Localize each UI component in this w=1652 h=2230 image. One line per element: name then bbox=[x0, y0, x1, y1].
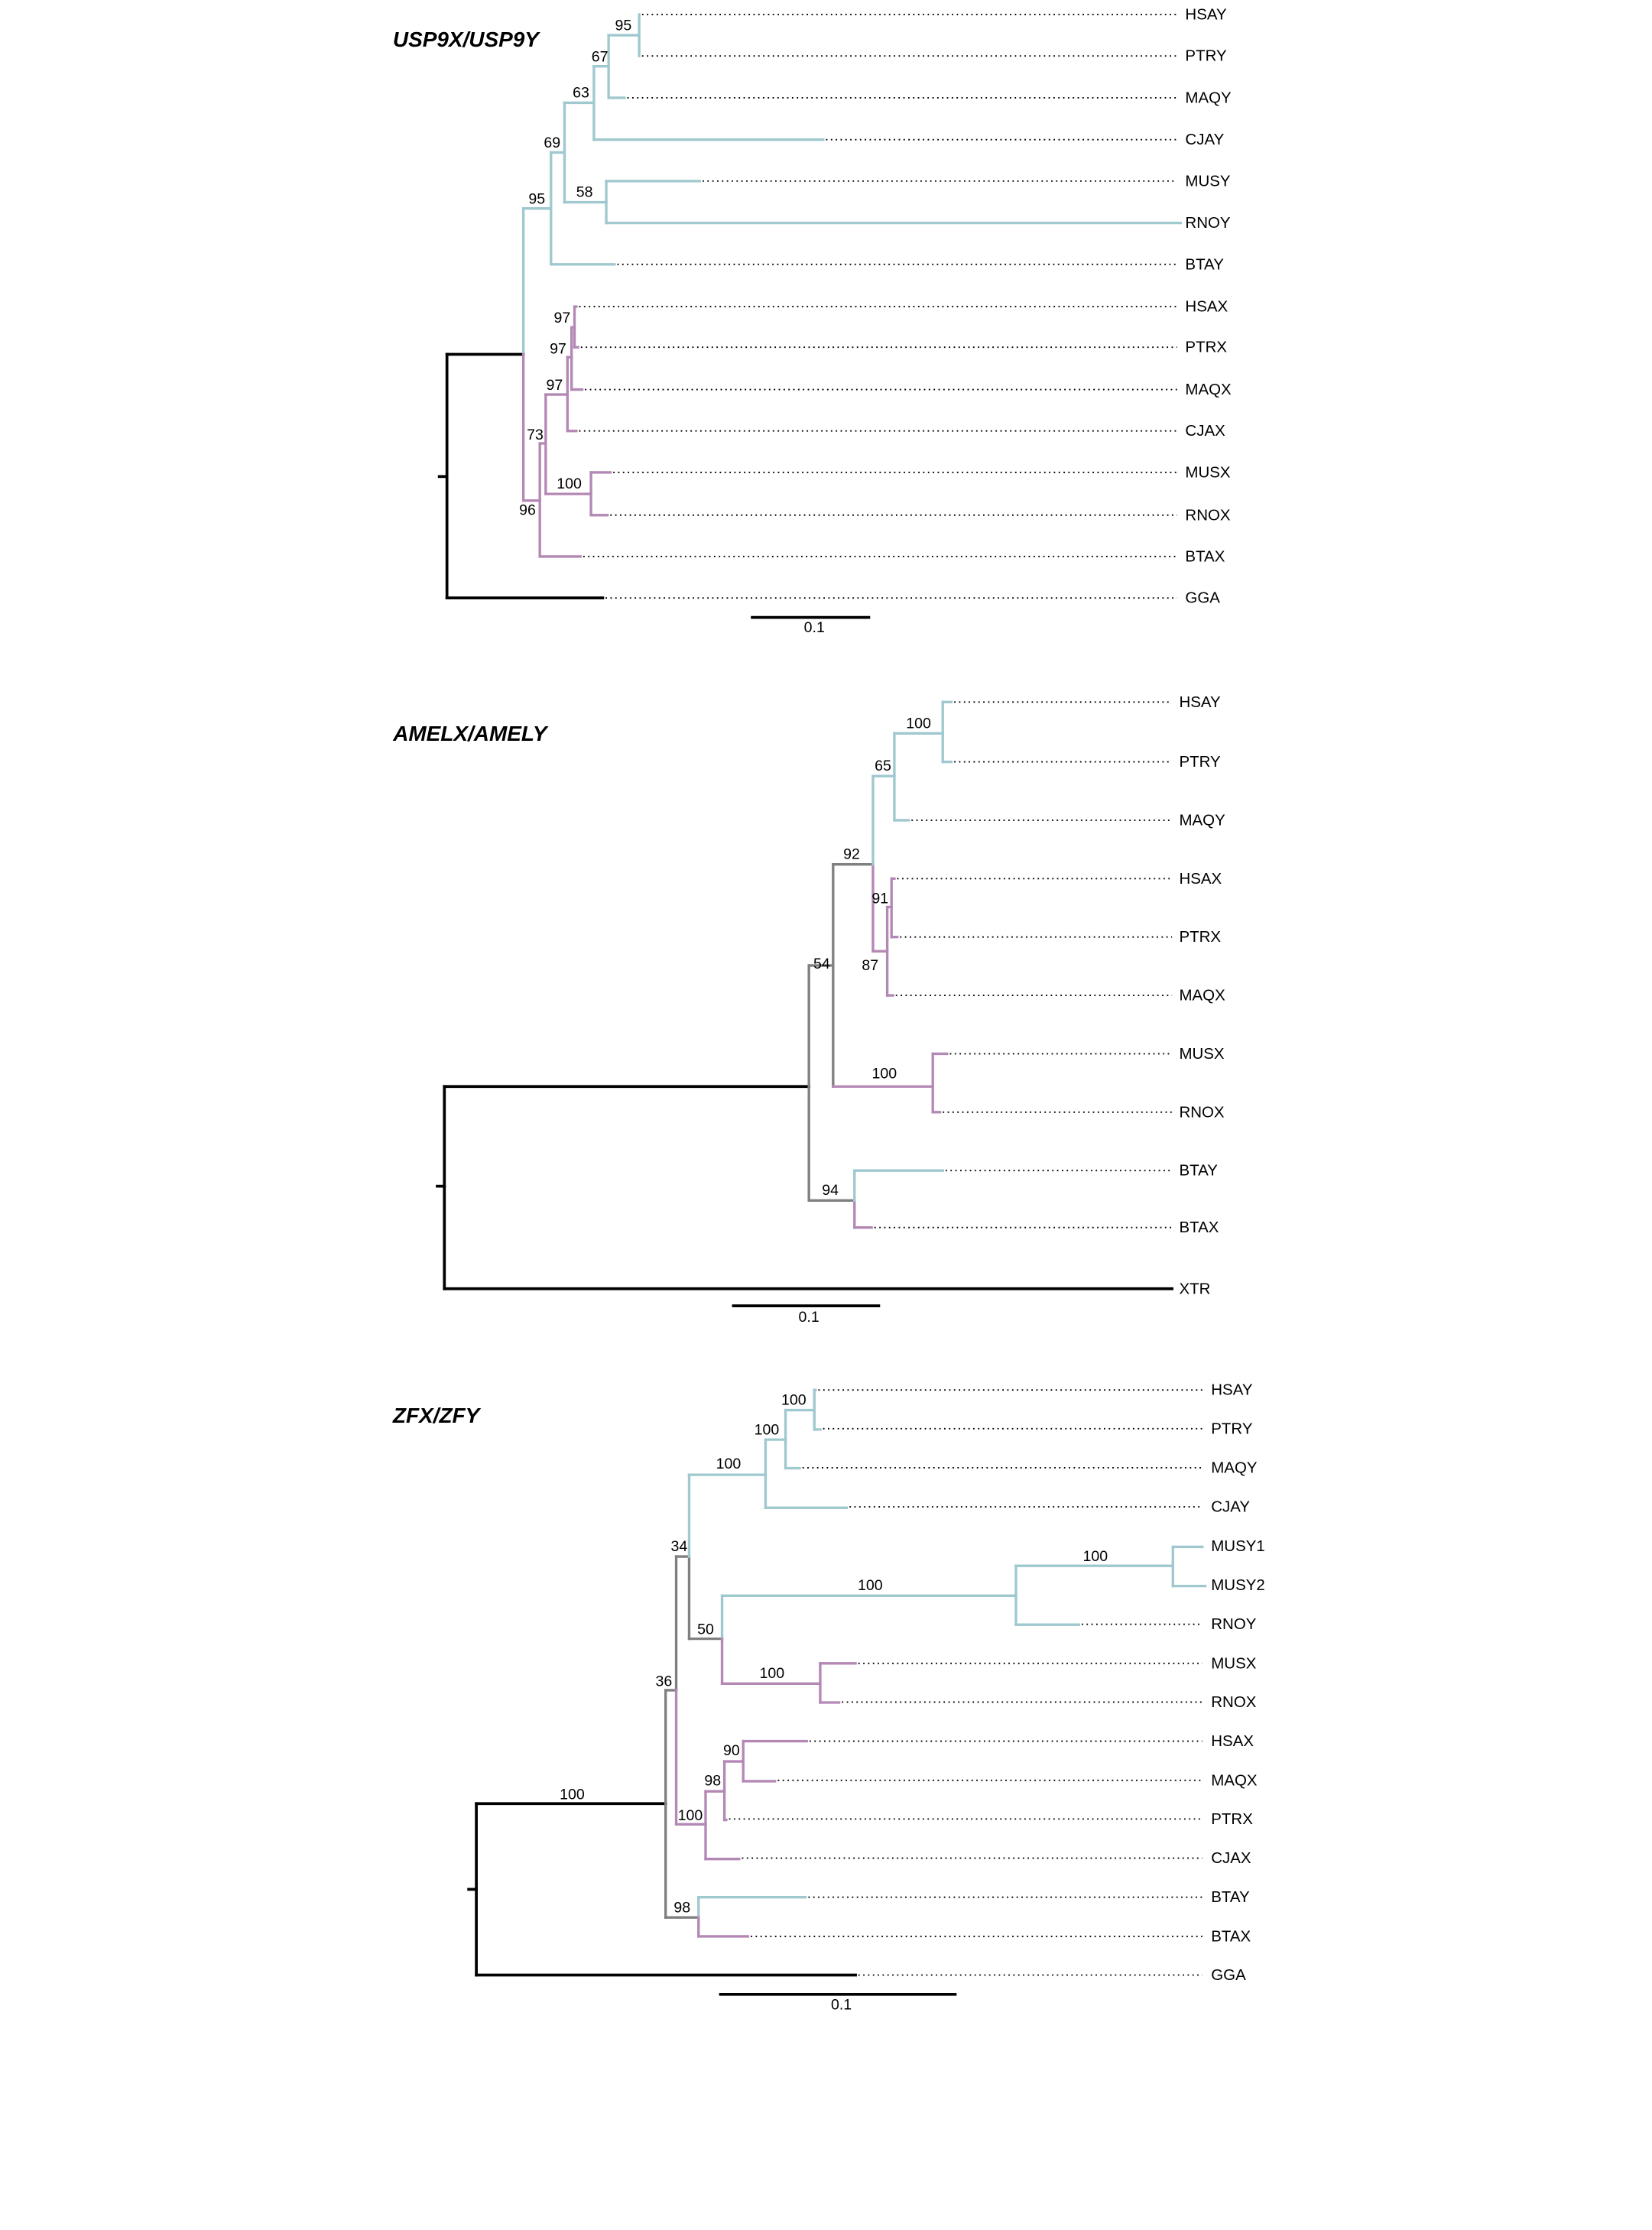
bootstrap-value: 98 bbox=[673, 1900, 690, 1917]
taxon-label: RNOY bbox=[1211, 1615, 1256, 1633]
bootstrap-value: 100 bbox=[781, 1391, 807, 1408]
taxon-label: BTAY bbox=[1185, 255, 1224, 273]
taxon-label: MUSY1 bbox=[1211, 1537, 1265, 1555]
bootstrap-value: 97 bbox=[547, 377, 563, 394]
taxon-label: PTRY bbox=[1179, 753, 1221, 771]
taxon-label: MUSX bbox=[1185, 463, 1230, 481]
bootstrap-value: 100 bbox=[858, 1577, 883, 1594]
bootstrap-value: 95 bbox=[528, 191, 545, 208]
bootstrap-value: 36 bbox=[656, 1673, 673, 1690]
taxon-label: PTRX bbox=[1211, 1810, 1253, 1828]
taxon-label: CJAY bbox=[1185, 131, 1224, 148]
bootstrap-value: 90 bbox=[723, 1742, 740, 1759]
taxon-label: BTAX bbox=[1179, 1219, 1219, 1236]
panel-title: AMELX/AMELY bbox=[392, 722, 549, 745]
bootstrap-value: 65 bbox=[875, 758, 891, 774]
bootstrap-value: 97 bbox=[550, 340, 566, 357]
bootstrap-value: 100 bbox=[872, 1065, 897, 1082]
bootstrap-value: 97 bbox=[553, 310, 570, 326]
taxon-label: PTRY bbox=[1211, 1420, 1253, 1437]
bootstrap-value: 100 bbox=[557, 476, 582, 492]
bootstrap-value: 96 bbox=[519, 502, 536, 518]
scale-bar-label: 0.1 bbox=[799, 1309, 820, 1326]
taxon-label: CJAY bbox=[1211, 1498, 1250, 1516]
taxon-label: MAQY bbox=[1211, 1459, 1258, 1476]
taxon-label: RNOX bbox=[1211, 1693, 1256, 1711]
tree-panel-2: AMELX/AMELY HSAY PTRY MAQY HSAX PTRX MAQX MUSX R… bbox=[392, 693, 1225, 1326]
taxon-label: BTAX bbox=[1185, 547, 1225, 565]
taxon-label: MAQX bbox=[1211, 1771, 1258, 1789]
bootstrap-value: 69 bbox=[544, 135, 560, 151]
bootstrap-value: 100 bbox=[1082, 1548, 1108, 1565]
bootstrap-value: 100 bbox=[760, 1665, 785, 1682]
tree-panel-1: USP9X/USP9Y HSAY PTRY MAQY CJAY MUSY RNOY BTAY H… bbox=[393, 5, 1232, 636]
tree-panel-3: ZFX/ZFY HSAY PTRY MAQY CJAY MUSY1 MUSY2 RNOY MUS… bbox=[392, 1381, 1265, 2014]
scale-bar-label: 0.1 bbox=[804, 619, 825, 636]
taxon-label: MUSY bbox=[1185, 172, 1230, 190]
bootstrap-value: 100 bbox=[755, 1421, 780, 1438]
bootstrap-value: 67 bbox=[592, 48, 609, 65]
taxon-label: BTAY bbox=[1179, 1162, 1218, 1180]
taxon-label: MAQY bbox=[1185, 89, 1232, 106]
taxon-label: HSAY bbox=[1185, 5, 1227, 23]
taxon-label: PTRY bbox=[1185, 47, 1227, 65]
bootstrap-value: 73 bbox=[527, 427, 544, 443]
taxon-label: PTRX bbox=[1179, 928, 1221, 946]
bootstrap-value: 58 bbox=[576, 184, 593, 201]
taxon-label: HSAY bbox=[1179, 693, 1221, 711]
taxon-label: XTR bbox=[1179, 1280, 1210, 1297]
taxon-label: RNOX bbox=[1179, 1103, 1224, 1121]
taxon-label: MAQX bbox=[1179, 987, 1225, 1005]
taxon-label: GGA bbox=[1211, 1966, 1246, 1984]
bootstrap-value: 100 bbox=[678, 1807, 703, 1824]
bootstrap-value: 92 bbox=[843, 846, 860, 863]
bootstrap-value: 50 bbox=[697, 1621, 714, 1638]
taxon-label: MAQY bbox=[1179, 811, 1225, 829]
taxon-label: RNOY bbox=[1185, 214, 1230, 232]
taxon-label: HSAX bbox=[1211, 1732, 1254, 1750]
bootstrap-value: 100 bbox=[716, 1456, 742, 1472]
taxon-label: HSAX bbox=[1185, 298, 1228, 316]
taxon-label: MUSX bbox=[1179, 1045, 1224, 1063]
taxon-label: RNOX bbox=[1185, 506, 1230, 524]
bootstrap-value: 34 bbox=[671, 1538, 688, 1555]
panel-title: USP9X/USP9Y bbox=[393, 28, 540, 51]
taxon-label: HSAX bbox=[1179, 870, 1222, 888]
taxon-label: BTAY bbox=[1211, 1888, 1250, 1906]
taxon-label: PTRX bbox=[1185, 339, 1227, 356]
taxon-label: MUSY2 bbox=[1211, 1576, 1265, 1594]
taxon-label: HSAY bbox=[1211, 1381, 1253, 1399]
bootstrap-value: 95 bbox=[615, 18, 631, 34]
panel-title: ZFX/ZFY bbox=[392, 1404, 482, 1427]
bootstrap-value: 91 bbox=[871, 890, 888, 907]
bootstrap-value: 100 bbox=[560, 1787, 585, 1803]
bootstrap-value: 94 bbox=[822, 1182, 839, 1199]
taxon-label: GGA bbox=[1185, 589, 1220, 607]
taxon-label: BTAX bbox=[1211, 1927, 1251, 1945]
bootstrap-value: 87 bbox=[862, 957, 878, 974]
taxon-label: CJAX bbox=[1211, 1849, 1251, 1867]
bootstrap-value: 100 bbox=[906, 715, 931, 732]
taxon-label: MUSX bbox=[1211, 1654, 1256, 1672]
scale-bar-label: 0.1 bbox=[831, 1997, 852, 2014]
taxon-label: CJAX bbox=[1185, 422, 1225, 440]
bootstrap-value: 63 bbox=[573, 84, 589, 101]
bootstrap-value: 54 bbox=[813, 956, 830, 972]
taxon-label: MAQX bbox=[1185, 381, 1232, 398]
bootstrap-value: 98 bbox=[704, 1772, 721, 1789]
